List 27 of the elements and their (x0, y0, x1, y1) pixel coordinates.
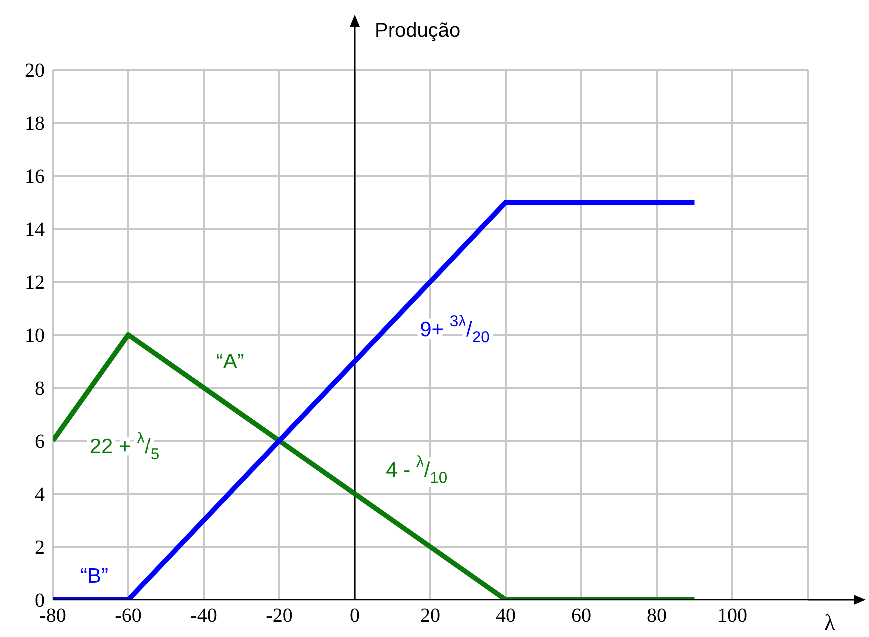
y-tick-label: 2 (35, 537, 45, 560)
y-tick-label: 8 (35, 378, 45, 400)
y-tick-label: 4 (35, 484, 45, 506)
x-axis-title: λ (824, 610, 836, 635)
x-tick-label: 0 (350, 605, 360, 628)
x-tick-label: 40 (496, 605, 516, 628)
x-tick-label: 80 (647, 605, 667, 628)
x-tick-label: -40 (190, 605, 218, 628)
y-tick-label: 20 (25, 60, 45, 82)
y-tick-label: 12 (25, 272, 45, 294)
y-tick-label: 18 (25, 113, 45, 136)
x-tick-label: 20 (420, 605, 440, 628)
x-tick-label: -20 (266, 605, 293, 628)
y-tick-label: 6 (35, 431, 45, 454)
annotation: 4 - $^{λ}$/$_{10}$ (386, 454, 448, 487)
x-tick-label: 100 (718, 605, 748, 628)
x-tick-label: 60 (572, 605, 592, 628)
series-label: “B” (80, 565, 109, 588)
y-tick-label: 0 (35, 590, 45, 612)
y-tick-label: 10 (25, 325, 45, 348)
annotation: 9+ $^{3λ}$/$_{20}$ (420, 314, 490, 346)
x-tick-label: -60 (115, 605, 142, 628)
y-tick-label: 14 (25, 219, 45, 242)
series-label: “A” (216, 350, 244, 374)
y-tick-label: 16 (25, 166, 45, 188)
y-axis-title: Produção (375, 20, 461, 42)
annotation: 22 + $^{λ}$/$_{5}$ (90, 430, 160, 463)
